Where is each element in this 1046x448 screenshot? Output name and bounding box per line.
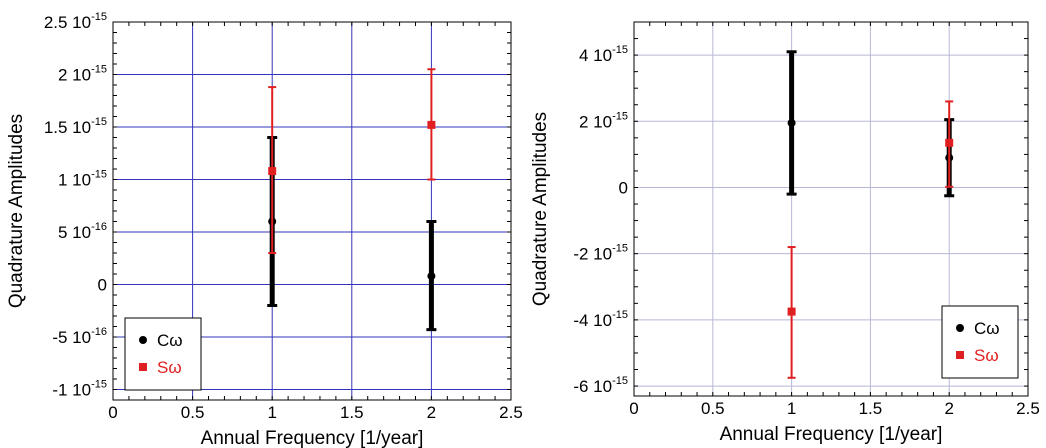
chart-right-legend-marker-c xyxy=(956,324,964,332)
chart-left-series-1-point xyxy=(268,167,277,176)
chart-left-y-tick-label: -1 10-15 xyxy=(52,379,107,400)
chart-right-series-0-point xyxy=(787,118,796,127)
chart-right-x-tick-label: 1.5 xyxy=(859,399,883,418)
chart-left-y-tick-label: 2.5 10-15 xyxy=(44,11,107,32)
chart-left-legend-label-s: Sω xyxy=(157,358,182,377)
chart-right-legend-label-c: Cω xyxy=(974,319,1000,338)
chart-left-plot-frame xyxy=(112,21,512,401)
chart-right-y-tick-label: -2 10-15 xyxy=(573,243,628,264)
chart-right-series-1-point xyxy=(787,307,796,316)
chart-left-x-tick-label: 0 xyxy=(108,403,117,422)
chart-right-legend: Cω Sω xyxy=(941,305,1019,379)
chart-right-legend-box xyxy=(941,305,1019,379)
chart-left-legend: Cω Sω xyxy=(124,317,202,391)
chart-left-y-tick-label: 0 xyxy=(98,276,107,295)
chart-left-y-tick-label: 1 10-15 xyxy=(58,169,107,190)
chart-right-x-tick-label: 0.5 xyxy=(701,399,725,418)
chart-right: 0 0.5 1 1.5 2 2.5 -6 10-15 -4 10-15 -2 10-15 0 2 … xyxy=(530,21,1040,445)
chart-left-y-tick-label: -5 10-16 xyxy=(52,326,107,347)
chart-right-x-tick-labels: 0 0.5 1 1.5 2 2.5 xyxy=(629,399,1040,418)
chart-left-x-tick-label: 1 xyxy=(267,403,276,422)
chart-left-series-0-point xyxy=(427,272,436,281)
chart-left: 0 0.5 1 1.5 2 2.5 -1 10-15 -5 10-16 0 5 10-16 1 1… xyxy=(6,11,523,448)
chart-left-legend-marker-s xyxy=(139,363,147,371)
chart-left-y-tick-label: 5 10-16 xyxy=(58,221,107,242)
chart-left-y-axis-title: Quadrature Amplitudes xyxy=(6,114,27,308)
chart-left-legend-label-c: Cω xyxy=(157,331,183,350)
chart-left-x-tick-label: 0.5 xyxy=(181,403,205,422)
chart-left-legend-box xyxy=(124,317,202,391)
chart-left-x-tick-label: 2.5 xyxy=(499,403,523,422)
chart-right-y-tick-label: 0 xyxy=(619,178,628,197)
chart-right-y-tick-label: -4 10-15 xyxy=(573,309,628,330)
chart-right-x-tick-label: 2 xyxy=(944,399,953,418)
chart-left-y-tick-label: 1.5 10-15 xyxy=(44,116,107,137)
chart-right-y-axis-title: Quadrature Amplitudes xyxy=(530,112,551,306)
chart-left-x-tick-label: 2 xyxy=(427,403,436,422)
chart-right-series-1-point xyxy=(945,138,954,147)
chart-left-y-tick-label: 2 10-15 xyxy=(58,64,107,85)
chart-right-y-tick-label: 2 10-15 xyxy=(579,110,628,131)
chart-right-x-tick-label: 2.5 xyxy=(1016,399,1040,418)
chart-right-data xyxy=(786,50,955,379)
chart-left-data xyxy=(267,68,437,332)
chart-left-y-tick-labels: -1 10-15 -5 10-16 0 5 10-16 1 10-15 1.5 10-15… xyxy=(44,11,107,400)
chart-right-legend-label-s: Sω xyxy=(974,346,999,365)
chart-left-series-1-point xyxy=(427,120,436,129)
chart-right-y-tick-label: -6 10-15 xyxy=(573,375,628,396)
chart-right-legend-marker-s xyxy=(956,351,964,359)
chart-right-x-axis-title: Annual Frequency [1/year] xyxy=(720,424,943,445)
chart-right-x-tick-label: 0 xyxy=(629,399,638,418)
chart-right-y-tick-label: 4 10-15 xyxy=(579,44,628,65)
chart-left-x-tick-labels: 0 0.5 1 1.5 2 2.5 xyxy=(108,403,523,422)
chart-right-plot-frame xyxy=(633,21,1029,397)
chart-right-x-tick-label: 1 xyxy=(787,399,796,418)
chart-left-x-axis-title: Annual Frequency [1/year] xyxy=(201,428,424,448)
chart-left-legend-marker-c xyxy=(139,336,147,344)
chart-right-y-tick-labels: -6 10-15 -4 10-15 -2 10-15 0 2 10-15 4 10-15 xyxy=(573,44,628,396)
chart-left-x-tick-label: 1.5 xyxy=(340,403,364,422)
chart-left-minor-ticks xyxy=(112,21,512,401)
